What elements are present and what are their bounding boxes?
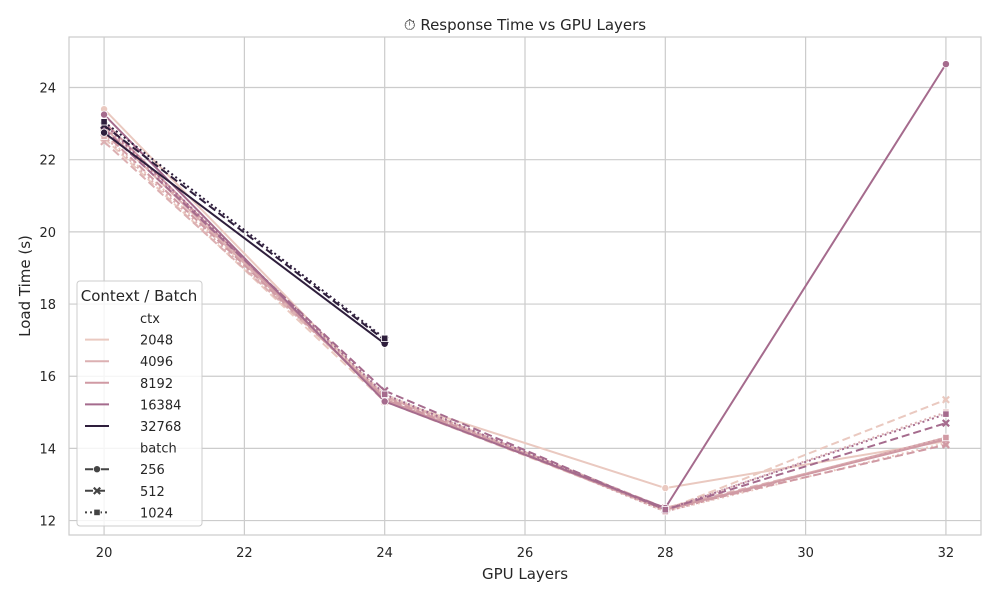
series-line (103, 124, 386, 341)
legend-label-ctx: 2048 (140, 334, 173, 349)
series-ctx-16384-batch-256 (100, 60, 950, 512)
data-point (100, 128, 109, 137)
y-tick-label: 16 (39, 370, 56, 385)
x-tick-label: 22 (236, 546, 253, 561)
legend-label-batch: 1024 (140, 506, 173, 521)
series-line (103, 63, 947, 509)
legend-marker-batch (93, 465, 102, 474)
legend: Context / Batch ctx 2048 4096 8192 16384 3276… (76, 280, 203, 527)
legend-label-ctx: 4096 (140, 355, 173, 370)
y-tick-label: 12 (39, 515, 56, 530)
series-line (103, 135, 947, 511)
data-point (100, 110, 109, 119)
series-line (103, 122, 947, 511)
y-tick-label: 14 (39, 442, 56, 457)
legend-group-title: ctx (140, 312, 160, 327)
y-tick-label: 18 (39, 298, 56, 313)
legend-items: ctx 2048 4096 8192 16384 32768 batch 256 512 1024 (85, 312, 181, 521)
series-line (103, 128, 947, 511)
y-tick-label: 24 (39, 82, 56, 97)
legend-marker-batch (93, 508, 101, 517)
grid (69, 37, 981, 535)
chart-title: ⏱ Response Time vs GPU Layers (404, 16, 646, 34)
y-axis-label: Load Time (s) (16, 235, 34, 337)
data-point (381, 390, 389, 398)
series-line (103, 121, 386, 340)
legend-label-batch: 256 (140, 463, 165, 478)
legend-marker-batch (93, 486, 101, 495)
series-ctx-32768-batch-1024 (100, 118, 389, 342)
data-point (661, 506, 669, 514)
y-tick-label: 20 (39, 226, 56, 241)
x-tick-label: 32 (938, 546, 955, 561)
series-group (100, 60, 950, 516)
legend-label-batch: 512 (140, 485, 165, 500)
y-tick-label: 22 (39, 154, 56, 169)
legend-label-ctx: 8192 (140, 377, 173, 392)
legend-box (76, 280, 203, 527)
data-point (941, 60, 950, 69)
plot-frame (68, 36, 982, 536)
data-point (942, 410, 950, 418)
legend-label-ctx: 16384 (140, 398, 181, 413)
legend-label-ctx: 32768 (140, 420, 181, 435)
legend-group-title: batch (140, 442, 177, 457)
x-tick-label: 28 (657, 546, 674, 561)
series-line (103, 131, 386, 345)
x-axis-label: GPU Layers (482, 565, 568, 583)
x-tick-label: 24 (376, 546, 393, 561)
series-line (103, 131, 947, 511)
x-axis-ticks: 20 22 24 26 28 30 32 (96, 546, 954, 561)
legend-title: Context / Batch (81, 287, 197, 305)
data-point (941, 395, 950, 404)
data-point (941, 419, 950, 428)
data-point (661, 484, 670, 493)
data-point (942, 433, 950, 442)
data-point (381, 334, 389, 342)
y-axis-ticks: 12 14 16 18 20 22 24 (39, 82, 56, 530)
x-tick-label: 26 (517, 546, 534, 561)
data-point (380, 397, 389, 406)
data-point (100, 118, 108, 126)
x-tick-label: 30 (797, 546, 814, 561)
data-point (941, 440, 950, 449)
x-tick-label: 20 (96, 546, 113, 561)
series-line (103, 108, 947, 490)
